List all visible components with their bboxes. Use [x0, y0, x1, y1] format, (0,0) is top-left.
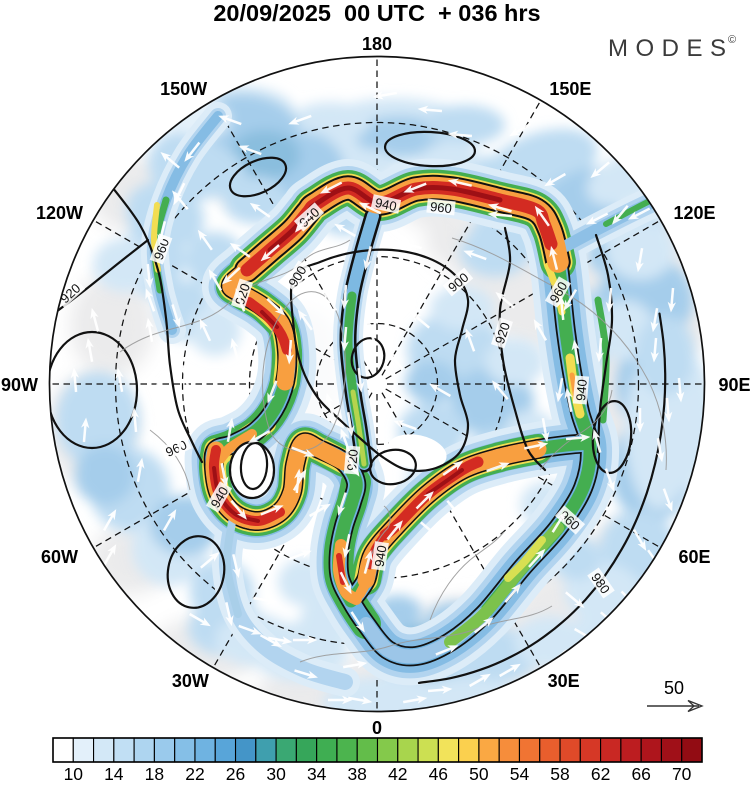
svg-text:58: 58 [550, 764, 569, 782]
svg-text:90W: 90W [1, 375, 38, 395]
svg-text:90E: 90E [718, 375, 750, 395]
svg-text:46: 46 [429, 764, 448, 782]
svg-text:60E: 60E [678, 547, 710, 567]
svg-text:940: 940 [573, 379, 590, 402]
svg-text:30W: 30W [172, 671, 209, 691]
svg-text:150E: 150E [549, 79, 591, 99]
svg-text:MODES: MODES [608, 35, 734, 62]
svg-text:50: 50 [469, 764, 489, 782]
svg-text:120W: 120W [36, 203, 83, 223]
svg-text:14: 14 [104, 764, 124, 782]
svg-text:920: 920 [492, 321, 513, 346]
svg-text:20/09/2025 00 UTC + 036 hrs: 20/09/2025 00 UTC + 036 hrs [213, 0, 540, 26]
svg-text:60W: 60W [41, 547, 78, 567]
svg-text:50: 50 [664, 678, 684, 698]
svg-text:38: 38 [347, 764, 366, 782]
svg-text:10: 10 [64, 764, 84, 782]
svg-text:66: 66 [631, 764, 650, 782]
svg-text:30E: 30E [548, 671, 580, 691]
svg-text:960: 960 [151, 236, 173, 262]
svg-text:940: 940 [372, 544, 390, 568]
svg-text:0: 0 [372, 718, 382, 738]
svg-text:940: 940 [374, 195, 398, 214]
svg-text:150W: 150W [160, 79, 207, 99]
svg-text:26: 26 [226, 764, 245, 782]
svg-text:920: 920 [232, 282, 253, 307]
svg-text:34: 34 [307, 764, 327, 782]
svg-text:70: 70 [672, 764, 692, 782]
svg-text:62: 62 [591, 764, 610, 782]
svg-text:180: 180 [362, 34, 392, 54]
svg-text:30: 30 [266, 764, 286, 782]
svg-text:120E: 120E [673, 203, 715, 223]
svg-text:960: 960 [429, 199, 452, 216]
svg-text:18: 18 [145, 764, 164, 782]
svg-text:920: 920 [344, 449, 361, 472]
svg-text:54: 54 [510, 764, 530, 782]
svg-text:42: 42 [388, 764, 407, 782]
svg-text:©: © [728, 34, 736, 46]
svg-text:22: 22 [185, 764, 204, 782]
